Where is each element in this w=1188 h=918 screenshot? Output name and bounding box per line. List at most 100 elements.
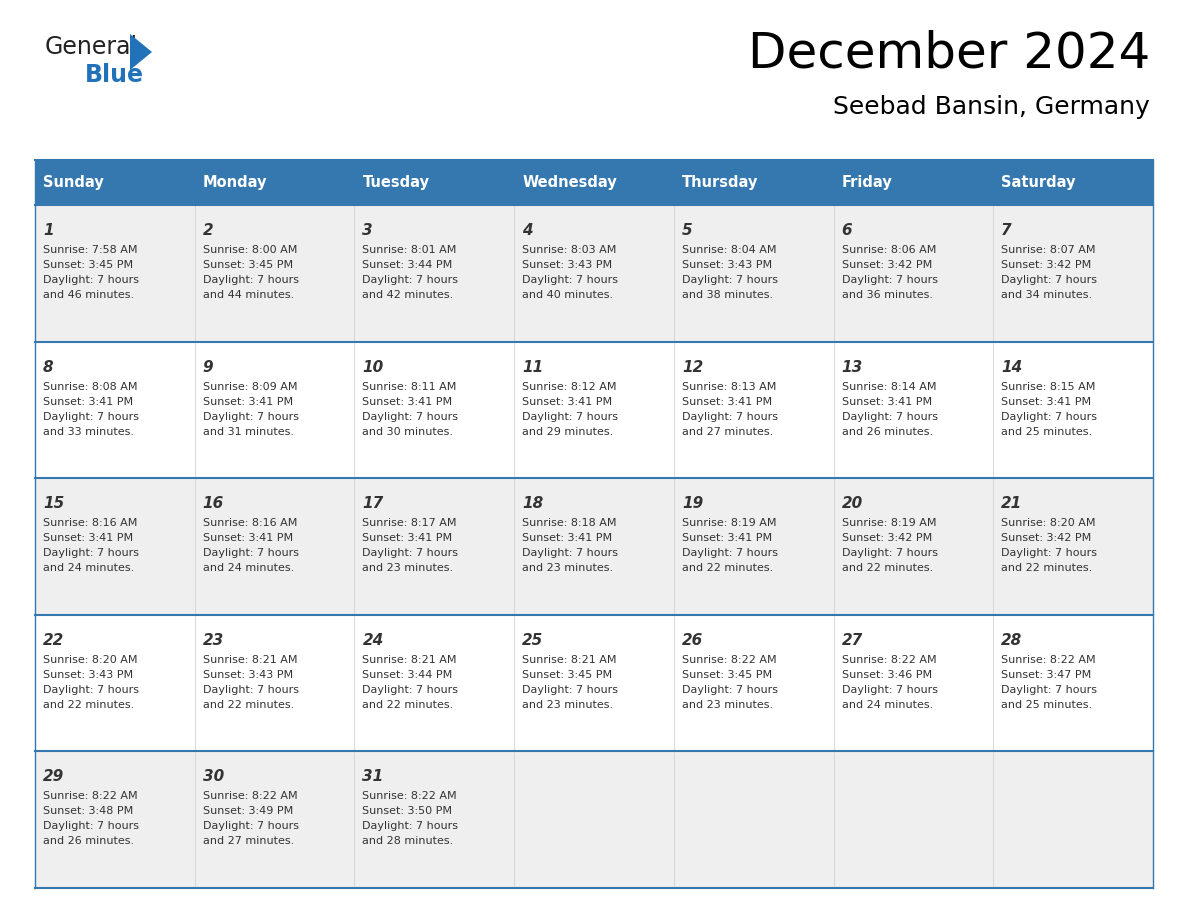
Text: Sunrise: 8:22 AM: Sunrise: 8:22 AM	[362, 791, 457, 801]
Text: General: General	[45, 35, 138, 59]
Text: and 31 minutes.: and 31 minutes.	[203, 427, 293, 437]
Text: Sunset: 3:44 PM: Sunset: 3:44 PM	[362, 260, 453, 270]
Text: 28: 28	[1001, 633, 1023, 648]
Text: and 22 minutes.: and 22 minutes.	[682, 564, 773, 573]
Text: and 22 minutes.: and 22 minutes.	[362, 700, 454, 710]
Text: and 25 minutes.: and 25 minutes.	[1001, 700, 1093, 710]
Text: and 28 minutes.: and 28 minutes.	[362, 836, 454, 846]
Text: and 33 minutes.: and 33 minutes.	[43, 427, 134, 437]
Text: Sunset: 3:41 PM: Sunset: 3:41 PM	[203, 533, 292, 543]
Text: Sunset: 3:47 PM: Sunset: 3:47 PM	[1001, 670, 1092, 680]
Text: Sunset: 3:45 PM: Sunset: 3:45 PM	[203, 260, 292, 270]
Text: Sunset: 3:48 PM: Sunset: 3:48 PM	[43, 806, 133, 816]
Text: Sunrise: 8:01 AM: Sunrise: 8:01 AM	[362, 245, 457, 255]
Text: Sunrise: 8:04 AM: Sunrise: 8:04 AM	[682, 245, 776, 255]
Text: Daylight: 7 hours: Daylight: 7 hours	[1001, 685, 1098, 695]
Text: Sunset: 3:45 PM: Sunset: 3:45 PM	[43, 260, 133, 270]
Text: 31: 31	[362, 769, 384, 784]
Text: Sunrise: 8:00 AM: Sunrise: 8:00 AM	[203, 245, 297, 255]
Text: and 22 minutes.: and 22 minutes.	[841, 564, 933, 573]
Bar	[34, 478, 1154, 615]
Text: Sunset: 3:41 PM: Sunset: 3:41 PM	[362, 533, 453, 543]
Text: 15: 15	[43, 497, 64, 511]
Text: Sunrise: 8:22 AM: Sunrise: 8:22 AM	[1001, 655, 1095, 665]
Text: 3: 3	[362, 223, 373, 238]
Text: Sunset: 3:41 PM: Sunset: 3:41 PM	[203, 397, 292, 407]
Text: 27: 27	[841, 633, 862, 648]
Text: Sunset: 3:41 PM: Sunset: 3:41 PM	[523, 397, 612, 407]
Text: Sunrise: 8:11 AM: Sunrise: 8:11 AM	[362, 382, 457, 392]
Text: Sunrise: 8:22 AM: Sunrise: 8:22 AM	[841, 655, 936, 665]
Text: Sunrise: 8:12 AM: Sunrise: 8:12 AM	[523, 382, 617, 392]
Text: Daylight: 7 hours: Daylight: 7 hours	[1001, 548, 1098, 558]
Text: Sunrise: 8:21 AM: Sunrise: 8:21 AM	[523, 655, 617, 665]
Text: and 23 minutes.: and 23 minutes.	[362, 564, 454, 573]
Text: Daylight: 7 hours: Daylight: 7 hours	[523, 685, 618, 695]
Text: Sunset: 3:42 PM: Sunset: 3:42 PM	[1001, 533, 1092, 543]
Text: Daylight: 7 hours: Daylight: 7 hours	[203, 548, 298, 558]
Text: Daylight: 7 hours: Daylight: 7 hours	[362, 411, 459, 421]
Bar	[34, 341, 1154, 478]
Text: Sunset: 3:41 PM: Sunset: 3:41 PM	[362, 397, 453, 407]
Text: Sunrise: 8:21 AM: Sunrise: 8:21 AM	[362, 655, 457, 665]
Text: Sunset: 3:41 PM: Sunset: 3:41 PM	[43, 533, 133, 543]
Text: Sunday: Sunday	[43, 175, 103, 190]
Text: and 27 minutes.: and 27 minutes.	[682, 427, 773, 437]
Text: Sunrise: 8:08 AM: Sunrise: 8:08 AM	[43, 382, 138, 392]
Text: Sunrise: 8:14 AM: Sunrise: 8:14 AM	[841, 382, 936, 392]
Text: Sunrise: 8:20 AM: Sunrise: 8:20 AM	[43, 655, 138, 665]
Text: and 42 minutes.: and 42 minutes.	[362, 290, 454, 300]
Text: and 44 minutes.: and 44 minutes.	[203, 290, 293, 300]
Text: and 25 minutes.: and 25 minutes.	[1001, 427, 1093, 437]
Bar	[34, 160, 1154, 205]
Text: Sunrise: 8:06 AM: Sunrise: 8:06 AM	[841, 245, 936, 255]
Text: Sunset: 3:44 PM: Sunset: 3:44 PM	[362, 670, 453, 680]
Text: Daylight: 7 hours: Daylight: 7 hours	[841, 685, 937, 695]
Text: and 23 minutes.: and 23 minutes.	[523, 700, 613, 710]
Text: Daylight: 7 hours: Daylight: 7 hours	[43, 548, 139, 558]
Text: Sunrise: 8:22 AM: Sunrise: 8:22 AM	[203, 791, 297, 801]
Text: 19: 19	[682, 497, 703, 511]
Text: Sunrise: 8:21 AM: Sunrise: 8:21 AM	[203, 655, 297, 665]
Text: Friday: Friday	[841, 175, 892, 190]
Bar	[34, 615, 1154, 752]
Text: 6: 6	[841, 223, 852, 238]
Text: 21: 21	[1001, 497, 1023, 511]
Text: Daylight: 7 hours: Daylight: 7 hours	[1001, 411, 1098, 421]
Text: and 22 minutes.: and 22 minutes.	[1001, 564, 1093, 573]
Text: and 30 minutes.: and 30 minutes.	[362, 427, 454, 437]
Text: Sunrise: 8:22 AM: Sunrise: 8:22 AM	[682, 655, 777, 665]
Text: Sunset: 3:45 PM: Sunset: 3:45 PM	[523, 670, 612, 680]
Text: and 24 minutes.: and 24 minutes.	[841, 700, 933, 710]
Text: Seebad Bansin, Germany: Seebad Bansin, Germany	[833, 95, 1150, 119]
Text: 22: 22	[43, 633, 64, 648]
Text: 17: 17	[362, 497, 384, 511]
Text: and 22 minutes.: and 22 minutes.	[43, 700, 134, 710]
Text: Sunrise: 8:07 AM: Sunrise: 8:07 AM	[1001, 245, 1095, 255]
Text: Daylight: 7 hours: Daylight: 7 hours	[203, 685, 298, 695]
Text: Daylight: 7 hours: Daylight: 7 hours	[523, 548, 618, 558]
Text: 2: 2	[203, 223, 214, 238]
Text: 14: 14	[1001, 360, 1023, 375]
Text: Daylight: 7 hours: Daylight: 7 hours	[841, 548, 937, 558]
Text: Sunset: 3:41 PM: Sunset: 3:41 PM	[841, 397, 931, 407]
Text: and 26 minutes.: and 26 minutes.	[43, 836, 134, 846]
Text: Sunset: 3:43 PM: Sunset: 3:43 PM	[523, 260, 612, 270]
Text: Blue: Blue	[86, 63, 144, 87]
Polygon shape	[129, 34, 152, 70]
Text: Sunrise: 8:09 AM: Sunrise: 8:09 AM	[203, 382, 297, 392]
Text: Daylight: 7 hours: Daylight: 7 hours	[362, 275, 459, 285]
Text: Monday: Monday	[203, 175, 267, 190]
Text: Daylight: 7 hours: Daylight: 7 hours	[841, 275, 937, 285]
Text: Sunrise: 8:16 AM: Sunrise: 8:16 AM	[203, 518, 297, 528]
Text: Sunset: 3:43 PM: Sunset: 3:43 PM	[43, 670, 133, 680]
Text: Daylight: 7 hours: Daylight: 7 hours	[43, 275, 139, 285]
Text: and 40 minutes.: and 40 minutes.	[523, 290, 613, 300]
Text: 29: 29	[43, 769, 64, 784]
Text: Sunrise: 8:22 AM: Sunrise: 8:22 AM	[43, 791, 138, 801]
Text: 24: 24	[362, 633, 384, 648]
Text: Sunset: 3:41 PM: Sunset: 3:41 PM	[682, 533, 772, 543]
Text: 23: 23	[203, 633, 225, 648]
Text: and 29 minutes.: and 29 minutes.	[523, 427, 613, 437]
Text: Daylight: 7 hours: Daylight: 7 hours	[682, 411, 778, 421]
